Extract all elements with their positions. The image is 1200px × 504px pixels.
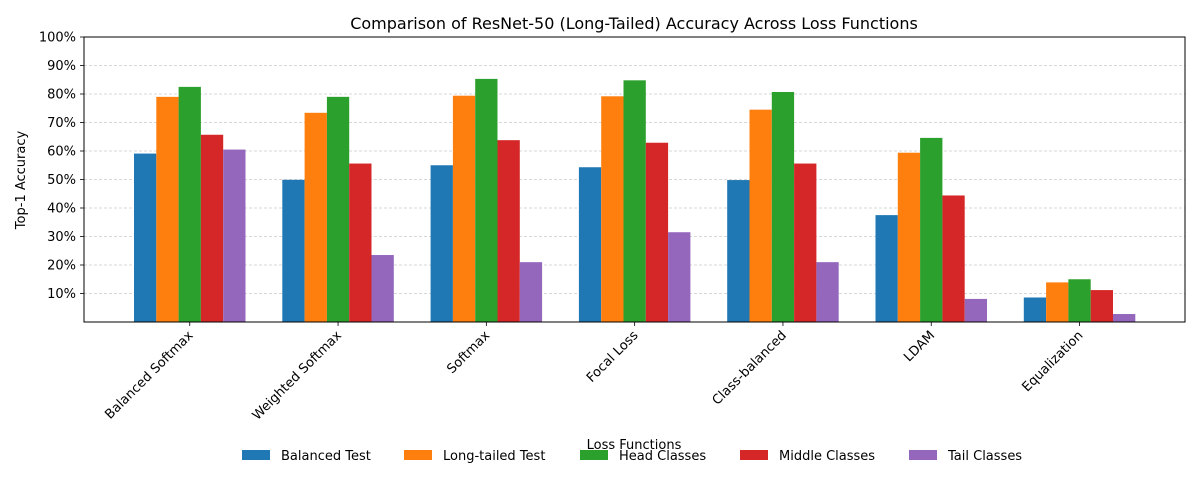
legend: Balanced Test Long-tailed Test Head Classe…	[242, 449, 1022, 464]
bar-middle-classes	[645, 142, 669, 322]
plot-frame	[83, 36, 1186, 323]
bar-head-classes	[920, 137, 943, 322]
legend-label: Tail Classes	[947, 449, 1022, 464]
chart-title: Comparison of ResNet-50 (Long-Tailed) Ac…	[350, 14, 918, 33]
y-tick-label: 40%	[47, 202, 76, 217]
bar-head-classes	[475, 78, 498, 323]
x-tick-label: Weighted Softmax	[250, 328, 345, 423]
y-tick-label: 10%	[47, 287, 76, 302]
y-axis-title: Top-1 Accuracy	[14, 131, 29, 231]
y-tick-label: 90%	[47, 59, 76, 74]
y-tick-label: 50%	[47, 173, 76, 188]
bar-tail-classes	[519, 262, 543, 322]
x-tick-label: Softmax	[444, 328, 493, 377]
legend-swatch	[242, 450, 270, 460]
y-tick-label: 80%	[47, 88, 76, 103]
bar-middle-classes	[497, 140, 520, 322]
bar-middle-classes	[1090, 290, 1113, 322]
y-tick-label: 70%	[47, 116, 76, 131]
bar-tail-classes	[223, 149, 246, 322]
y-tick-label: 30%	[47, 230, 76, 245]
legend-label: Balanced Test	[281, 449, 371, 464]
legend-label: Head Classes	[619, 449, 706, 464]
legend-swatch	[580, 450, 608, 460]
legend-label: Long-tailed Test	[443, 449, 545, 464]
bar-middle-classes	[942, 195, 965, 322]
bar-long-tailed-test	[601, 96, 624, 322]
legend-label: Middle Classes	[779, 449, 875, 464]
bar-middle-classes	[794, 163, 817, 322]
bar-balanced-test	[1023, 297, 1047, 322]
y-tick-label: 60%	[47, 145, 76, 160]
legend-swatch	[404, 450, 432, 460]
bar-tail-classes	[964, 298, 987, 322]
legend-swatch	[909, 450, 937, 460]
y-axis: 10% 20% 30% 40% 50% 60% 70% 80% 90% 100%	[39, 31, 84, 302]
bar-balanced-test	[875, 215, 898, 322]
x-tick-label: Focal Loss	[584, 328, 642, 386]
x-tick-label: Balanced Softmax	[102, 328, 196, 422]
bar-head-classes	[178, 86, 201, 322]
bar-tail-classes	[371, 255, 394, 322]
bar-balanced-test	[727, 180, 750, 322]
bar-long-tailed-test	[749, 109, 772, 322]
bar-long-tailed-test	[156, 96, 179, 322]
bar-long-tailed-test	[897, 152, 921, 322]
bar-balanced-test	[578, 167, 602, 322]
legend-swatch	[740, 450, 768, 460]
bars-layer	[134, 78, 1136, 323]
bar-tail-classes	[816, 262, 839, 322]
x-tick-label: Class-balanced	[710, 328, 790, 408]
bar-long-tailed-test	[452, 95, 476, 323]
bar-head-classes	[326, 96, 350, 322]
x-tick-label: Equalization	[1019, 328, 1086, 395]
bar-balanced-test	[430, 165, 453, 322]
x-tick-label: LDAM	[901, 328, 938, 365]
bar-tail-classes	[668, 232, 691, 322]
bar-head-classes	[623, 80, 646, 322]
bar-head-classes	[771, 92, 795, 322]
x-axis-title: Loss Functions	[587, 438, 682, 453]
y-tick-label: 100%	[39, 31, 76, 46]
bar-long-tailed-test	[1046, 282, 1069, 322]
bar-long-tailed-test	[304, 112, 327, 322]
bar-head-classes	[1068, 279, 1091, 322]
bar-tail-classes	[1113, 314, 1136, 322]
x-axis: Balanced Softmax Weighted Softmax Softmax F…	[102, 322, 1086, 423]
bar-middle-classes	[349, 163, 372, 322]
bar-middle-classes	[200, 134, 224, 322]
bar-balanced-test	[282, 179, 305, 322]
bar-balanced-test	[134, 153, 157, 322]
y-tick-label: 20%	[47, 259, 76, 274]
